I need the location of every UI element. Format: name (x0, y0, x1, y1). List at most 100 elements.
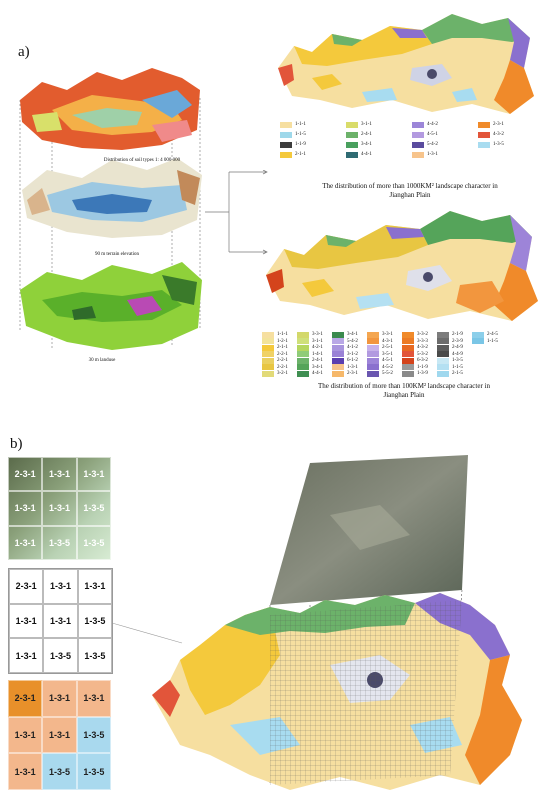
map2-caption: The distribution of more than 100KM² lan… (262, 382, 546, 400)
colored-grid-cell: 1-3-1 (42, 716, 77, 754)
satellite-grid: 2-3-1 1-3-1 1-3-1 1-3-1 1-3-1 1-3-5 1-3-1 1-3-5… (8, 457, 111, 560)
legend2-swatch (332, 370, 344, 377)
elevation-layer (22, 158, 202, 238)
legend2-item: 2-1-9 (437, 331, 463, 338)
code-grid-cell: 1-3-5 (77, 638, 112, 673)
legend2-swatch (437, 338, 449, 344)
legend2-item: 2-5-1 (367, 344, 393, 351)
legend1-label: 3-1-1 (361, 122, 372, 127)
legend2-swatch (332, 338, 344, 344)
legend2-swatch (332, 344, 344, 351)
legend1-label: 2-1-1 (295, 152, 306, 157)
elevation-layer-caption: 90 m terrain elevation (94, 252, 139, 257)
legend1-swatch (280, 141, 292, 148)
legend2-label: 2-2-1 (277, 364, 288, 370)
legend2-label: 2-1-1 (277, 345, 288, 350)
landscape-map-100 (266, 211, 538, 321)
code-grid-cell: 1-3-1 (43, 603, 78, 639)
legend2-swatch (402, 370, 414, 377)
legend2-label: 2-4-9 (452, 345, 463, 350)
satellite-grid-cell: 1-3-1 (42, 491, 77, 526)
legend1-item: 4-4-2 (412, 121, 438, 128)
legend1-swatch (412, 151, 424, 158)
legend2-label: 4-4-9 (452, 351, 463, 357)
legend1-swatch (280, 151, 292, 158)
legend2-swatch (297, 344, 309, 351)
legend1-item: 1-1-9 (280, 141, 306, 148)
colored-grid-cell: 1-3-1 (8, 716, 43, 754)
panel-b-label: b) (10, 436, 23, 452)
legend2-item: 2-4-9 (437, 344, 463, 351)
code-grid: 2-3-1 1-3-1 1-3-1 1-3-1 1-3-1 1-3-5 1-3-1 1-3-5… (8, 568, 113, 674)
legend2-item: 5-5-2 (367, 370, 393, 377)
legend2-label: 2-2-1 (277, 358, 288, 363)
legend1-label: 4-5-1 (427, 132, 438, 137)
legend2-swatch (402, 338, 414, 344)
legend2-swatch (332, 364, 344, 370)
legend1-item: 4-3-2 (478, 131, 504, 138)
legend2-item: 3-1-1 (297, 338, 323, 345)
map1-caption-line2: Jianghan Plain (389, 191, 431, 199)
legend1-item: 1-1-1 (280, 121, 306, 128)
colored-grid-cell: 1-3-5 (42, 753, 77, 790)
code-grid-cell: 1-3-1 (77, 569, 112, 604)
legend2-item: 6-1-2 (332, 357, 358, 364)
legend2-label: 6-3-2 (417, 358, 428, 363)
satellite-grid-cell: 1-3-1 (8, 525, 43, 560)
legend2-swatch (332, 357, 344, 364)
legend1-item: 1-1-5 (280, 131, 306, 138)
colored-code-grid: 2-3-1 1-3-1 1-3-1 1-3-1 1-3-1 1-3-5 1-3-1 1-3-5… (8, 680, 111, 790)
legend2-label: 5-5-2 (382, 371, 393, 376)
legend2-item: 3-3-1 (367, 331, 393, 338)
legend1-item: 5-4-2 (412, 141, 438, 148)
legend2-label: 1-1-5 (487, 338, 498, 344)
legend-1000: 1-1-1 1-1-5 1-1-9 2-1-1 3-1-1 2-4-1 3-4-1 4-4-1… (280, 121, 540, 171)
legend2-swatch (262, 357, 274, 364)
legend2-label: 2-5-1 (382, 345, 393, 350)
legend1-swatch (346, 151, 358, 158)
legend2-item: 2-4-1 (297, 357, 323, 364)
legend1-swatch (346, 121, 358, 128)
legend2-label: 3-3-1 (382, 332, 393, 337)
satellite-grid-cell: 1-3-1 (76, 457, 111, 492)
legend2-item: 1-4-1 (297, 351, 323, 358)
legend2-item: 4-3-1 (367, 338, 393, 345)
legend1-label: 1-1-5 (295, 132, 306, 137)
legend2-swatch (367, 357, 379, 364)
legend2-label: 2-3-1 (347, 371, 358, 376)
legend2-swatch (437, 344, 449, 351)
legend1-label: 1-1-9 (295, 142, 306, 147)
legend2-label: 3-1-1 (312, 338, 323, 344)
legend2-item: 1-3-9 (402, 370, 428, 377)
legend1-item: 2-4-1 (346, 131, 372, 138)
legend2-label: 2-4-1 (312, 358, 323, 363)
legend2-label: 4-1-2 (347, 345, 358, 350)
legend2-label: 4-2-1 (312, 345, 323, 350)
legend2-swatch (367, 364, 379, 370)
soil-layer (20, 68, 200, 150)
legend1-item: 4-5-1 (412, 131, 438, 138)
legend1-label: 1-1-1 (295, 122, 306, 127)
satellite-grid-cell: 2-3-1 (8, 457, 43, 492)
legend2-label: 3-5-1 (382, 351, 393, 357)
legend2-label: 4-3-2 (417, 345, 428, 350)
code-grid-cell: 2-3-1 (9, 569, 44, 604)
map2-caption-line1: The distribution of more than 100KM² lan… (318, 382, 490, 390)
legend1-item: 1-3-1 (412, 151, 438, 158)
legend2-swatch (297, 364, 309, 370)
legend2-swatch (367, 344, 379, 351)
legend2-swatch (332, 351, 344, 357)
legend2-item: 4-2-1 (297, 344, 323, 351)
soil-layer-caption: Distribution of soil types 1: 4 000 000 (103, 158, 181, 163)
legend2-swatch (262, 351, 274, 357)
legend2-label: 4-4-1 (312, 371, 323, 376)
legend2-item: 1-3-5 (437, 357, 463, 364)
legend2-swatch (402, 351, 414, 357)
legend2-swatch (367, 370, 379, 377)
legend1-item: 2-3-1 (478, 121, 504, 128)
legend2-label: 2-2-1 (277, 351, 288, 357)
layer-stack: Distribution of soil types 1: 4 000 000 … (12, 60, 212, 400)
legend2-item: 5-3-2 (402, 351, 428, 358)
legend2-item: 2-2-1 (262, 357, 288, 364)
legend1-item: 3-4-1 (346, 141, 372, 148)
